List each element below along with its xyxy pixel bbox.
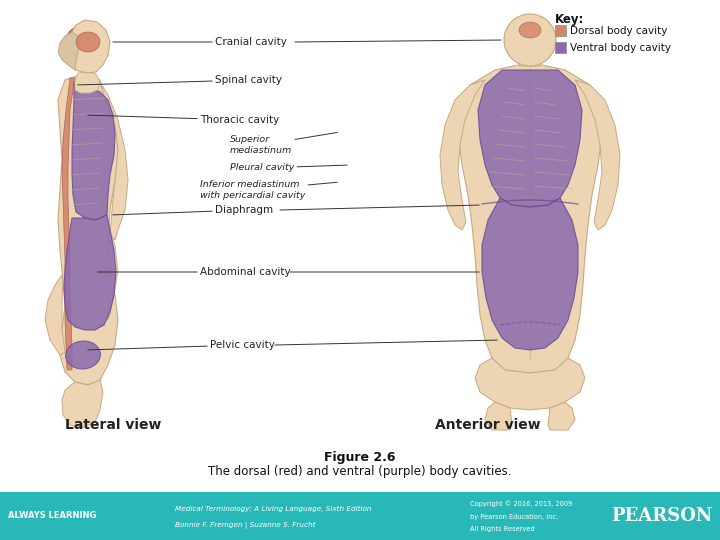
- Polygon shape: [62, 380, 103, 428]
- Text: All Rights Reserved: All Rights Reserved: [470, 526, 535, 532]
- Polygon shape: [72, 82, 115, 220]
- Polygon shape: [548, 402, 575, 430]
- Text: ALWAYS LEARNING: ALWAYS LEARNING: [8, 511, 96, 521]
- Text: Figure 2.6: Figure 2.6: [324, 450, 396, 463]
- Text: Anterior view: Anterior view: [435, 418, 541, 432]
- Circle shape: [504, 14, 556, 66]
- Text: by Pearson Education, Inc.: by Pearson Education, Inc.: [470, 514, 558, 520]
- Polygon shape: [64, 215, 116, 330]
- Text: Key:: Key:: [555, 12, 585, 25]
- Polygon shape: [75, 72, 100, 93]
- Polygon shape: [45, 275, 65, 355]
- Text: Medical Terminology: A Living Language, Sixth Edition: Medical Terminology: A Living Language, …: [175, 506, 372, 512]
- Text: PEARSON: PEARSON: [611, 507, 712, 525]
- Text: Abdominal cavity: Abdominal cavity: [98, 267, 291, 277]
- Ellipse shape: [76, 32, 100, 52]
- Polygon shape: [475, 358, 585, 410]
- Polygon shape: [519, 50, 541, 66]
- Polygon shape: [458, 65, 602, 373]
- Text: Dorsal body cavity: Dorsal body cavity: [570, 26, 667, 36]
- Polygon shape: [482, 198, 578, 350]
- Polygon shape: [485, 402, 512, 430]
- Polygon shape: [62, 78, 75, 370]
- Text: Diaphragm: Diaphragm: [113, 205, 273, 215]
- Text: Ventral body cavity: Ventral body cavity: [570, 43, 671, 53]
- Bar: [555, 25, 566, 36]
- Text: Lateral view: Lateral view: [65, 418, 161, 432]
- Text: Cranial cavity: Cranial cavity: [113, 37, 287, 47]
- Ellipse shape: [66, 341, 101, 369]
- Text: Pleural cavity: Pleural cavity: [230, 164, 347, 172]
- Ellipse shape: [66, 26, 98, 54]
- Text: Pelvic cavity: Pelvic cavity: [88, 340, 275, 350]
- Polygon shape: [440, 80, 485, 230]
- Bar: [0, 492, 720, 540]
- Polygon shape: [58, 75, 118, 385]
- Ellipse shape: [519, 22, 541, 38]
- Polygon shape: [88, 82, 128, 240]
- Polygon shape: [68, 20, 110, 73]
- Polygon shape: [478, 70, 582, 207]
- Text: Thoracic cavity: Thoracic cavity: [88, 115, 279, 125]
- Text: Spinal cavity: Spinal cavity: [78, 75, 282, 85]
- Text: Bonnie F. Fremgen | Suzanne S. Frucht: Bonnie F. Fremgen | Suzanne S. Frucht: [175, 522, 315, 529]
- Text: Copyright © 2016, 2013, 2009: Copyright © 2016, 2013, 2009: [470, 501, 572, 508]
- Bar: [555, 42, 566, 53]
- Polygon shape: [108, 230, 118, 320]
- Text: The dorsal (red) and ventral (purple) body cavities.: The dorsal (red) and ventral (purple) bo…: [208, 465, 512, 478]
- Text: Inferior mediastinum
with pericardial cavity: Inferior mediastinum with pericardial ca…: [200, 180, 337, 200]
- Text: Superior
mediastinum: Superior mediastinum: [230, 132, 337, 154]
- Polygon shape: [575, 80, 620, 230]
- Polygon shape: [58, 32, 80, 70]
